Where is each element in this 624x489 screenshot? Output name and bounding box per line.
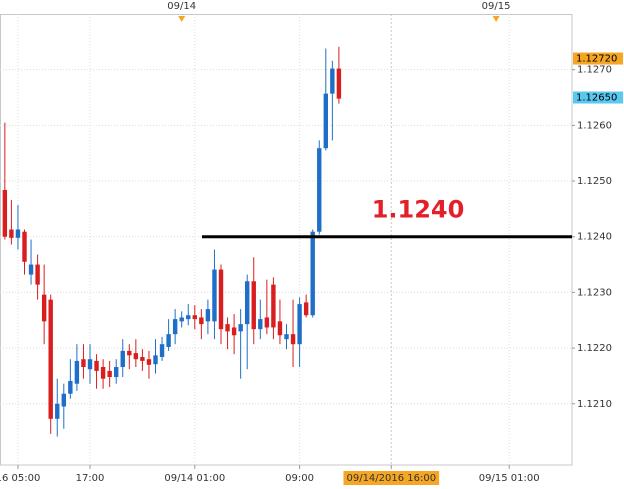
price-tag-box	[573, 52, 623, 65]
x-tick-label: 09/14 01:00	[164, 473, 225, 484]
y-tick-label: 1.1210	[577, 399, 612, 410]
candle-body	[2, 189, 8, 237]
x-tick-label: 17:00	[76, 473, 105, 484]
candle-body	[159, 344, 165, 357]
price-tag-box	[573, 91, 623, 104]
candle-body	[192, 315, 197, 320]
crosshair-label: 09/14/2016 16:00	[346, 473, 436, 484]
candle-body	[133, 353, 139, 360]
price-tag-label: 1.12720	[576, 54, 617, 65]
candle-body	[48, 299, 53, 419]
candle-body	[284, 334, 289, 340]
candle-body	[146, 359, 152, 365]
y-tick-label: 1.1240	[577, 232, 612, 243]
candle-body	[205, 309, 211, 322]
x-tick-label: 09/15 01:00	[479, 473, 540, 484]
crosshair-label-box	[343, 471, 440, 485]
candle-body	[74, 360, 80, 384]
candle-body	[212, 269, 217, 322]
candle-body	[303, 302, 309, 316]
candle-body	[218, 269, 224, 330]
candle-body	[61, 393, 66, 407]
candle-body	[238, 324, 243, 332]
candle-body	[22, 231, 27, 262]
plot-frame	[0, 14, 573, 466]
top-axis-label: 09/15	[482, 1, 511, 12]
candle-body	[100, 367, 106, 379]
candle-body	[336, 68, 342, 99]
candle-body	[264, 317, 270, 328]
candle-body	[323, 93, 328, 149]
candle-body	[271, 284, 276, 328]
day-marker	[492, 16, 500, 22]
candle-body	[87, 359, 93, 370]
candle-body	[258, 319, 263, 330]
candle-body	[153, 355, 158, 365]
candle-body	[15, 229, 21, 238]
candle-body	[290, 334, 296, 345]
candle-body	[81, 359, 86, 368]
candle-body	[55, 403, 60, 419]
day-marker	[178, 16, 186, 22]
candle-body	[297, 304, 302, 345]
candle-body	[231, 327, 237, 336]
candle-body	[127, 350, 132, 356]
candle-body	[179, 317, 184, 322]
candle-body	[277, 321, 283, 336]
y-tick-label: 1.1230	[577, 287, 612, 298]
candle-body	[166, 334, 171, 347]
candle-body	[310, 231, 315, 316]
candle-body	[107, 370, 112, 378]
candle-body	[35, 264, 40, 285]
candle-body	[251, 281, 256, 330]
candle-body	[186, 315, 191, 320]
candle-body	[68, 380, 73, 394]
candle-body	[172, 319, 178, 335]
candle-body	[225, 324, 230, 332]
y-tick-label: 1.1220	[577, 343, 612, 354]
top-axis-label: 09/14	[167, 1, 196, 12]
candle-body	[120, 350, 125, 368]
y-tick-label: 1.1250	[577, 176, 612, 187]
x-tick-label: 09:00	[285, 473, 314, 484]
candle-body	[317, 148, 322, 232]
candle-body	[245, 281, 250, 325]
y-tick-label: 1.1270	[577, 65, 612, 76]
candle-body	[114, 367, 119, 378]
candle-body	[9, 229, 14, 238]
x-tick-label: 16 05:00	[0, 473, 40, 484]
level-annotation: 1.1240	[372, 196, 465, 224]
candle-body	[41, 294, 47, 322]
candle-body	[140, 356, 145, 361]
price-tag-label: 1.12650	[576, 93, 617, 104]
y-tick-label: 1.1260	[577, 120, 612, 131]
candle-body	[330, 68, 335, 94]
candle-body	[94, 360, 99, 371]
candle-body	[199, 317, 204, 325]
candle-body	[28, 264, 34, 275]
